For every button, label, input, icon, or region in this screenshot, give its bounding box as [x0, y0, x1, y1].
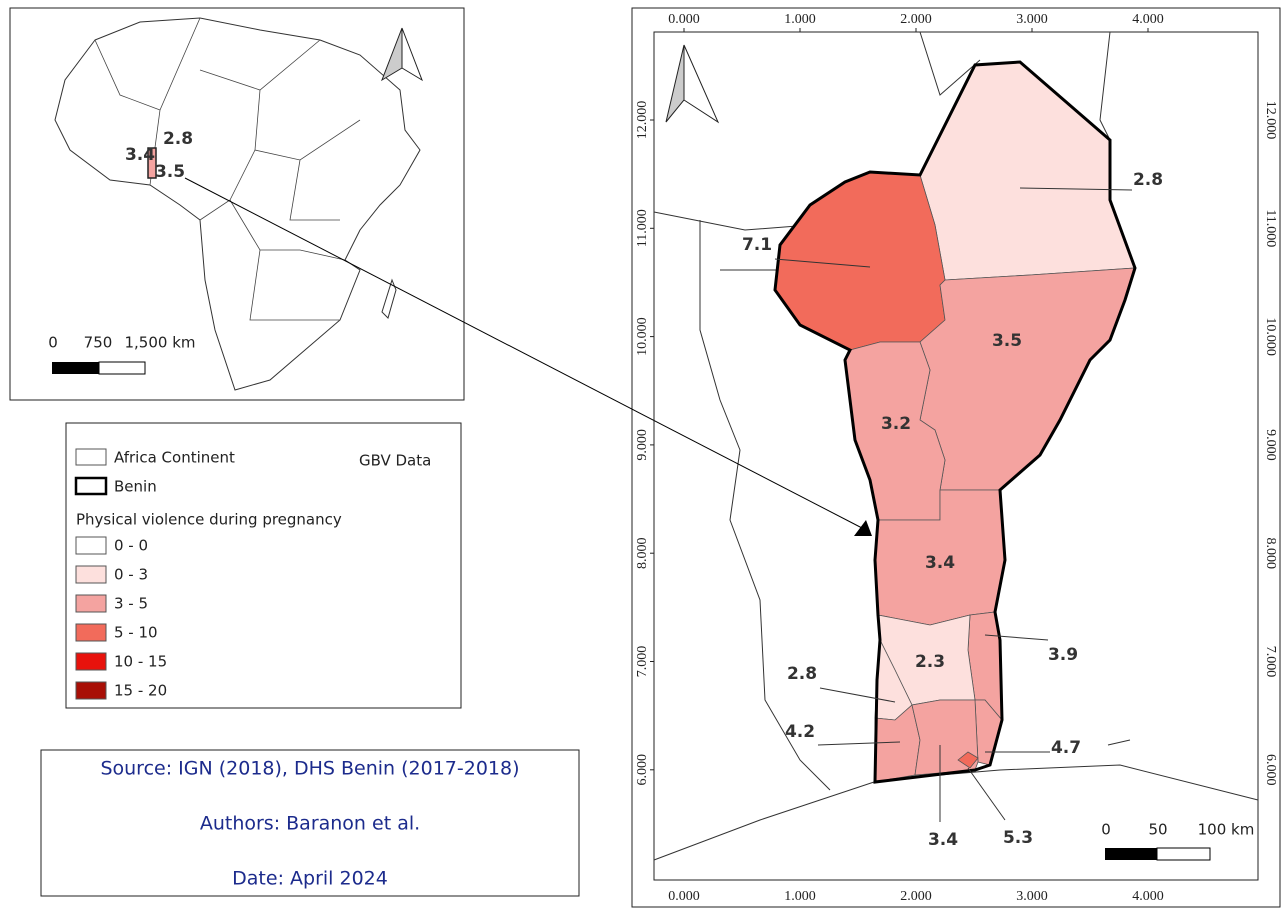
region-label: 2.8: [1133, 170, 1163, 190]
legend-group-title: Physical violence during pregnancy: [76, 511, 342, 529]
x-tick-label: 4.000: [1132, 889, 1164, 904]
region-label: 3.5: [992, 331, 1022, 351]
scale-label: 1,500 km: [124, 334, 195, 352]
y-tick-label: 6.000: [635, 754, 650, 786]
credit-text: Source: IGN (2018), DHS Benin (2017-2018…: [100, 758, 519, 780]
legend-label: 5 - 10: [114, 624, 158, 642]
x-tick-label: 3.000: [1016, 889, 1048, 904]
y-tick-label: 10.000: [635, 317, 650, 356]
north-arrow: [381, 27, 403, 82]
y-tick-label: 6.000: [1263, 754, 1278, 786]
legend-label: 0 - 0: [114, 537, 148, 555]
benin-inset: [147, 147, 157, 179]
legend-label: Africa Continent: [114, 449, 235, 467]
neighbor-borders: [653, 31, 1259, 861]
x-tick-label: 0.000: [668, 889, 700, 904]
legend-swatch: [75, 536, 107, 555]
scale-bar: [1156, 847, 1211, 861]
x-tick-label: 2.000: [900, 12, 932, 27]
legend-frame: [65, 422, 462, 709]
scale-bar: [52, 362, 99, 374]
leader-line: [1019, 187, 1133, 191]
region-label: 2.3: [915, 652, 945, 672]
locator-arrowhead: [854, 520, 872, 536]
inset-label: 3.5: [155, 162, 185, 182]
locator-line: [184, 177, 863, 529]
leader-line: [817, 741, 901, 746]
africa-outline: [54, 17, 421, 391]
region-label: 3.9: [1048, 645, 1078, 665]
region-label: 4.7: [1051, 738, 1081, 758]
legend-swatch: [75, 681, 107, 700]
y-tick-label: 12.000: [1263, 101, 1278, 140]
legend-label: 10 - 15: [114, 653, 167, 671]
y-tick-label: 7.000: [1263, 646, 1278, 678]
legend-label: 15 - 20: [114, 682, 167, 700]
credit-text: Authors: Baranon et al.: [200, 813, 420, 835]
legend-label: 3 - 5: [114, 595, 148, 613]
legend-title: GBV Data: [359, 452, 431, 470]
region: [957, 751, 979, 769]
y-tick-label: 9.000: [635, 429, 650, 461]
y-tick-label: 11.000: [635, 209, 650, 247]
north-arrow: [665, 44, 685, 123]
leader-line: [967, 767, 1006, 821]
legend-label: 0 - 3: [114, 566, 148, 584]
scale-label: 100 km: [1198, 821, 1255, 839]
scale-label: 750: [84, 334, 113, 352]
y-tick-label: 10.000: [1263, 317, 1278, 356]
y-tick-label: 9.000: [1263, 429, 1278, 461]
legend-swatch: [75, 565, 107, 584]
x-tick-label: 4.000: [1132, 12, 1164, 27]
scale-label: 0: [48, 334, 58, 352]
region-label: 4.2: [785, 722, 815, 742]
north-arrow: [683, 44, 720, 124]
scale-bar: [98, 361, 146, 375]
y-tick-label: 11.000: [1263, 209, 1278, 247]
legend-swatch: [75, 623, 107, 642]
leader-line: [984, 634, 1049, 641]
x-tick-label: 2.000: [900, 889, 932, 904]
x-tick-label: 3.000: [1016, 12, 1048, 27]
y-tick-label: 12.000: [635, 101, 650, 140]
legend-swatch: [75, 652, 107, 671]
y-tick-label: 8.000: [635, 537, 650, 569]
legend-swatch: [75, 448, 107, 466]
scale-label: 50: [1148, 821, 1167, 839]
benin-outline: [773, 60, 1137, 784]
region-label: 3.2: [881, 414, 911, 434]
leader-line: [819, 687, 896, 703]
y-tick-label: 8.000: [1263, 537, 1278, 569]
x-tick-label: 1.000: [784, 889, 816, 904]
x-tick-label: 1.000: [784, 12, 816, 27]
legend-swatch: [75, 594, 107, 613]
legend-label: Benin: [114, 478, 157, 496]
legend-swatch: [74, 476, 108, 496]
x-tick-label: 0.000: [668, 12, 700, 27]
inset-label: 3.4: [125, 145, 155, 165]
region-label: 3.4: [925, 553, 955, 573]
region-label: 3.4: [928, 830, 958, 850]
inset-label: 2.8: [163, 129, 193, 149]
scale-bar: [1105, 848, 1157, 860]
credits-frame: [40, 749, 580, 897]
region-label: 5.3: [1003, 828, 1033, 848]
credit-text: Date: April 2024: [232, 868, 388, 890]
leader-line: [774, 258, 871, 268]
north-arrow: [401, 27, 423, 82]
region-label: 2.8: [787, 664, 817, 684]
y-tick-label: 7.000: [635, 646, 650, 678]
scale-label: 0: [1101, 821, 1111, 839]
region-label: 7.1: [742, 235, 772, 255]
